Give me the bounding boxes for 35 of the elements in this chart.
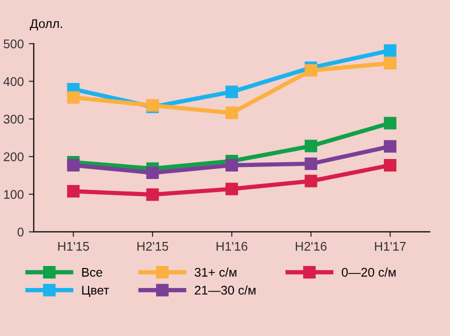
point bbox=[67, 158, 80, 172]
point bbox=[304, 174, 318, 188]
point bbox=[384, 57, 396, 70]
x-tick-label: H1'17 bbox=[375, 242, 406, 251]
y-axis-title: Долл. bbox=[30, 19, 62, 30]
x-tick-label: H1'15 bbox=[58, 242, 89, 251]
point bbox=[384, 44, 396, 57]
y-tick-label: 200 bbox=[4, 152, 24, 162]
legend-label: 0—20 с/м bbox=[342, 268, 396, 277]
y-tick-label: 100 bbox=[4, 190, 24, 199]
point bbox=[384, 140, 396, 153]
point bbox=[146, 188, 159, 201]
x-tick-label: H2'16 bbox=[296, 242, 327, 251]
point bbox=[304, 140, 318, 152]
legend-label: 31+ с/м bbox=[194, 268, 236, 277]
point bbox=[226, 106, 238, 120]
y-tick-label: 400 bbox=[3, 77, 24, 86]
point bbox=[67, 91, 80, 104]
point bbox=[226, 86, 238, 98]
y-tick-label: 500 bbox=[4, 39, 24, 48]
legend-label: Все bbox=[82, 268, 102, 277]
point bbox=[384, 158, 396, 172]
y-tick-label: 300 bbox=[4, 114, 24, 124]
point bbox=[226, 158, 238, 172]
x-tick-label: H2'15 bbox=[137, 242, 168, 251]
point bbox=[226, 182, 238, 196]
point bbox=[67, 184, 80, 198]
point bbox=[146, 166, 159, 180]
legend-label: 21—30 с/м bbox=[194, 285, 256, 295]
y-tick-label: 0 bbox=[18, 228, 24, 236]
point bbox=[304, 64, 318, 77]
legend-label: Цвет bbox=[82, 286, 109, 297]
point bbox=[384, 116, 396, 130]
x-tick-label: H1'16 bbox=[216, 242, 248, 251]
point bbox=[304, 157, 318, 170]
